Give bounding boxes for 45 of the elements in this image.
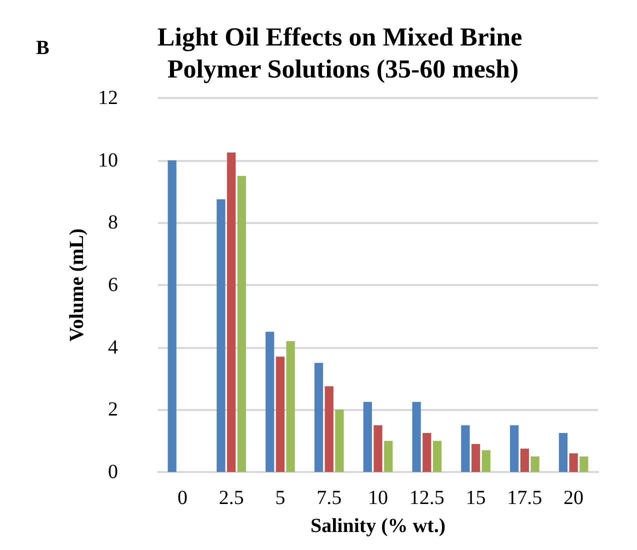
bar [286,341,295,472]
bar [384,440,393,472]
y-tick-label: 12 [98,87,118,109]
bar [558,433,568,472]
y-tick-label: 8 [108,212,118,234]
x-tick-label: 0 [177,487,188,509]
bar [266,332,274,472]
y-tick-label: 2 [108,398,118,421]
text: B [36,37,50,59]
bar [412,402,421,472]
bar [422,433,432,472]
bar [569,453,578,472]
y-tick-label: 6 [108,274,118,296]
x-axis-title: Salinity (% wt.) [310,515,446,537]
x-tick-label: 15 [466,487,486,509]
bar [324,386,334,472]
x-tick-label: 5 [275,487,286,509]
bar [363,402,372,472]
bar [432,440,442,472]
bar [482,450,490,472]
x-tick-label: 17.5 [507,487,542,509]
bar [276,356,285,472]
bar [580,456,588,472]
y-tick-label: 4 [108,336,118,358]
bar [510,425,519,472]
bar [237,176,246,472]
x-tick-label: 7.5 [316,487,342,509]
x-tick-label: 10 [368,487,388,509]
bar [168,160,176,472]
y-axis-title: Volume (mL) [66,228,88,342]
x-tick-label: 2.5 [218,487,244,509]
bar [520,448,529,472]
bar [471,444,480,472]
bar [314,362,324,472]
y-tick-label: 0 [108,461,118,483]
bar [530,456,540,472]
chart-title: Light Oil Effects on Mixed Brine Polymer Solutions (35-60 mesh) [157,22,529,84]
x-tick-label: 20 [564,487,584,509]
y-tick-label: 10 [98,149,118,172]
bar [461,425,470,472]
x-tick-label: 12.5 [409,487,444,509]
bar [374,425,382,472]
bar [335,410,344,472]
bar [227,152,236,472]
bar [216,199,226,472]
